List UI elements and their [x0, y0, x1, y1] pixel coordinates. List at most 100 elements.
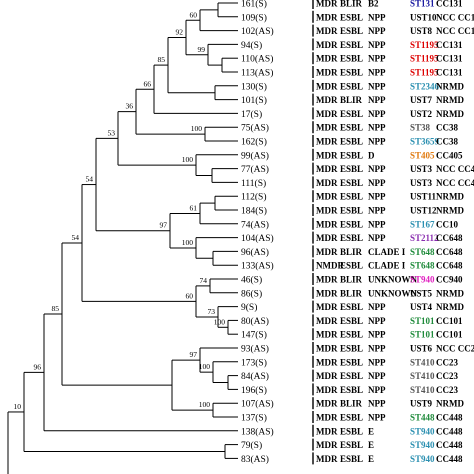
st-cell: ST940 — [410, 426, 435, 436]
cc-cell: CC648 — [436, 261, 463, 271]
table-cell: NPP — [368, 54, 386, 64]
leaf-label: 138(AS) — [241, 426, 274, 437]
st-cell: UST3 — [410, 164, 433, 174]
table-cell: MDR — [316, 12, 338, 22]
table-cell: CLADE I — [368, 261, 406, 271]
leaf-label: 83(AS) — [241, 454, 269, 465]
table-cell: BLIR — [340, 95, 363, 105]
st-cell: UST10 — [410, 12, 437, 22]
st-cell: ST405 — [410, 150, 435, 160]
table-cell: ESBL — [340, 109, 363, 119]
table-cell: ESBL — [340, 261, 363, 271]
cc-cell: CC940 — [436, 275, 463, 285]
cc-cell: CC648 — [436, 233, 463, 243]
tree-edges — [7, 2, 238, 474]
bootstrap-value: 54 — [86, 175, 94, 184]
st-cell: ST3659 — [410, 137, 440, 147]
table-cell: NPP — [368, 385, 386, 395]
table-cell: ESBL — [340, 357, 363, 367]
cc-cell: CC101 — [436, 316, 463, 326]
leaf-label: 17(S) — [241, 109, 262, 120]
table-cell: ESBL — [340, 40, 363, 50]
table-cell: MDR — [316, 275, 338, 285]
leaf-label: 75(AS) — [241, 123, 269, 134]
table-cell: MDR — [316, 95, 338, 105]
table-cell: E — [368, 454, 374, 464]
table-cell: ESBL — [340, 413, 363, 423]
table-cell: BLIR — [340, 399, 363, 409]
cc-cell: CC448 — [436, 413, 463, 423]
table-cell: BLIR — [340, 275, 363, 285]
table-cell: NPP — [368, 344, 386, 354]
bootstrap-value: 100 — [191, 124, 203, 133]
leaf-label: 133(AS) — [241, 261, 274, 272]
leaf-label: 96(AS) — [241, 247, 269, 258]
st-cell: ST448 — [410, 413, 435, 423]
leaf-label: 86(S) — [241, 288, 262, 299]
table-cell: B2 — [368, 0, 379, 9]
table-cell: ESBL — [340, 164, 363, 174]
table-cell: D — [368, 150, 375, 160]
table-cell: NPP — [368, 219, 386, 229]
table-cell: NPP — [368, 12, 386, 22]
table-cell: ESBL — [340, 150, 363, 160]
table-cell: E — [368, 426, 374, 436]
table-cell: NPP — [368, 413, 386, 423]
table-cell: ESBL — [340, 81, 363, 91]
st-cell: UST5 — [410, 288, 433, 298]
table-cell: MDR — [316, 413, 338, 423]
st-cell: ST101 — [410, 316, 435, 326]
cc-cell: NCC CC23 — [436, 344, 474, 354]
st-cell: UST7 — [410, 95, 433, 105]
leaf-label: 93(AS) — [241, 344, 269, 355]
bootstrap-value: 36 — [126, 102, 134, 111]
cc-cell: NRMD — [436, 206, 464, 216]
table-cell: MDR — [316, 247, 338, 257]
leaf-label: 102(AS) — [241, 26, 274, 37]
cc-cell: CC10 — [436, 219, 458, 229]
leaf-label: 113(AS) — [241, 68, 273, 79]
table-cell: ESBL — [340, 12, 363, 22]
table-cell: MDR — [316, 40, 338, 50]
bootstrap-value: 53 — [108, 128, 116, 137]
table-cell: NPP — [368, 330, 386, 340]
cc-cell: CC448 — [436, 426, 463, 436]
bootstrap-value: 85 — [52, 304, 60, 313]
table-cell: ESBL — [340, 178, 363, 188]
table-cell: NPP — [368, 123, 386, 133]
table-cell: E — [368, 440, 374, 450]
table-cell: ESBL — [340, 440, 363, 450]
table-cell: MDR — [316, 81, 338, 91]
cc-cell: NCC CC405 — [436, 178, 474, 188]
table-cell: NPP — [368, 233, 386, 243]
st-cell: UST12 — [410, 206, 437, 216]
leaf-label: 173(S) — [241, 357, 267, 368]
st-cell: ST410 — [410, 371, 435, 381]
st-cell: ST940 — [410, 440, 435, 450]
table-cell: MDR — [316, 0, 338, 9]
st-cell: UST6 — [410, 344, 433, 354]
leaf-label: 109(S) — [241, 12, 267, 23]
cc-cell: CC405 — [436, 150, 463, 160]
table-cell: NPP — [368, 81, 386, 91]
table-cell: MDR — [316, 399, 338, 409]
table-cell: MDR — [316, 440, 338, 450]
cc-cell: NRMD — [436, 95, 464, 105]
cc-cell: NRMD — [436, 109, 464, 119]
table-cell: NPP — [368, 26, 386, 36]
table-cell: BLIR — [340, 288, 363, 298]
table-cell: MDR — [316, 357, 338, 367]
cc-cell: CC38 — [436, 137, 458, 147]
st-cell: UST3 — [410, 178, 433, 188]
bootstrap-value: 60 — [186, 291, 194, 300]
table-cell: NPP — [368, 399, 386, 409]
table-cell: ESBL — [340, 192, 363, 202]
table-cell: MDR — [316, 68, 338, 78]
bootstrap-labels: 6099928566100100365361100975474100736054… — [14, 10, 226, 411]
cc-cell: CC448 — [436, 454, 463, 464]
bootstrap-value: 74 — [200, 276, 208, 285]
bootstrap-value: 100 — [199, 400, 211, 409]
st-cell: ST1195 — [410, 68, 439, 78]
st-cell: ST940 — [410, 454, 435, 464]
